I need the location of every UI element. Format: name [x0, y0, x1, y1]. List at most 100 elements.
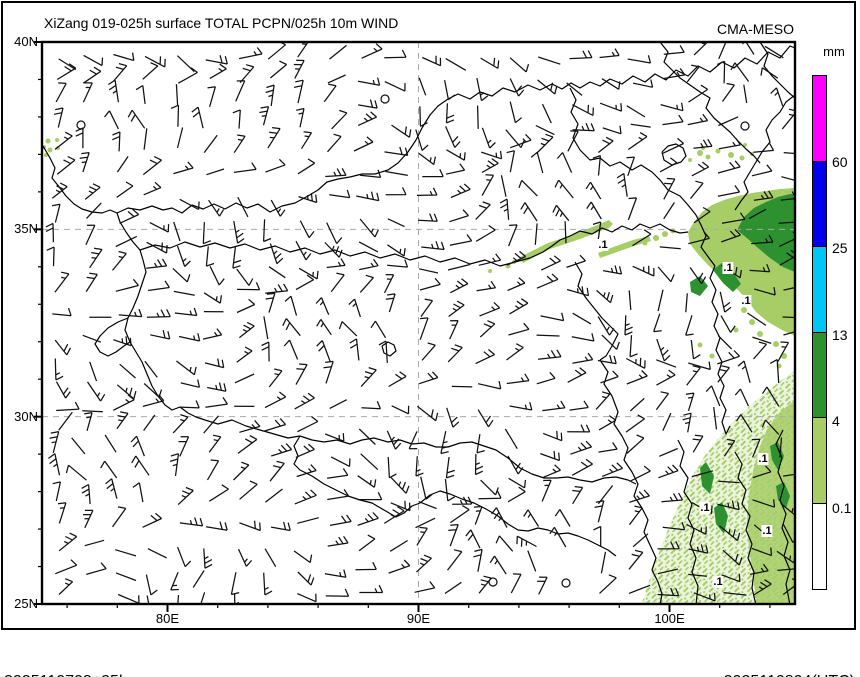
wind-barb — [535, 124, 555, 136]
wind-barb — [569, 50, 593, 60]
wind-barb — [358, 99, 378, 109]
wind-barb — [239, 419, 261, 433]
wind-barb — [237, 196, 249, 218]
wind-barb — [54, 271, 70, 293]
wind-barb — [206, 168, 225, 176]
contour-value-label: .1 — [761, 525, 773, 537]
wind-barb — [627, 197, 638, 221]
wind-barb — [598, 415, 617, 431]
wind-barb — [721, 573, 741, 583]
wind-barb — [236, 346, 253, 363]
wind-barb — [149, 222, 170, 233]
wind-barb — [316, 319, 332, 336]
map-clipped-content — [42, 42, 795, 604]
wind-barb — [527, 550, 537, 572]
wind-barb — [600, 370, 619, 384]
wind-barb — [572, 352, 594, 364]
wind-barb — [509, 298, 529, 315]
wind-barb — [450, 183, 471, 199]
wind-barb — [329, 514, 352, 527]
wind-barb — [296, 464, 317, 478]
precip-speck — [733, 327, 739, 333]
wind-barb — [329, 189, 351, 199]
wind-barb — [391, 124, 412, 138]
wind-barb — [657, 587, 680, 597]
precip-speck — [55, 138, 59, 142]
wind-barb — [267, 126, 281, 149]
wind-barb — [542, 430, 563, 442]
wind-barb — [752, 499, 776, 508]
map-border-line — [709, 265, 731, 435]
wind-barb — [721, 212, 746, 224]
wind-barb — [659, 447, 678, 457]
wind-barb — [747, 312, 767, 326]
wind-barb — [507, 486, 526, 503]
wind-barb — [717, 60, 726, 84]
colorbar-segment — [812, 160, 827, 248]
wind-barb — [82, 410, 103, 413]
wind-barb — [370, 320, 387, 339]
wind-barb — [104, 110, 119, 130]
wind-barb — [53, 107, 64, 128]
wind-barb — [353, 136, 374, 152]
wind-barb — [567, 367, 587, 383]
wind-barb — [297, 517, 319, 524]
wind-barb — [357, 77, 381, 86]
map-border-line — [599, 359, 663, 604]
wind-barb — [508, 224, 518, 247]
wind-barb — [356, 191, 380, 202]
wind-barb — [566, 82, 583, 96]
wind-barb — [657, 568, 679, 575]
wind-barb — [56, 155, 76, 175]
wind-barb — [719, 525, 741, 542]
wind-barb — [761, 386, 780, 407]
colorbar-segment — [812, 502, 827, 590]
wind-barb — [388, 559, 411, 574]
wind-barb — [203, 415, 219, 434]
wind-barb — [418, 213, 438, 222]
wind-barb — [387, 259, 409, 268]
wind-barb — [662, 137, 685, 154]
wind-barb — [693, 206, 711, 224]
wind-barb — [481, 174, 495, 196]
wind-barb — [325, 168, 347, 178]
wind-barb — [82, 334, 102, 343]
wind-barb — [537, 79, 558, 95]
wind-barb — [324, 242, 343, 258]
wind-barb — [749, 263, 771, 273]
wind-barb — [777, 568, 795, 572]
wind-barb — [662, 68, 686, 80]
wind-barb — [237, 282, 261, 291]
wind-barb — [179, 198, 200, 211]
wind-barb — [180, 379, 201, 388]
wind-barb — [569, 400, 589, 411]
wind-barb — [419, 106, 428, 127]
precip-region — [700, 462, 714, 494]
wind-barb — [179, 400, 200, 409]
wind-barb — [112, 131, 121, 152]
lat-tick-label: 35N — [14, 221, 38, 237]
wind-barb — [721, 82, 735, 102]
map-border-line — [759, 42, 795, 99]
wind-barb — [595, 391, 611, 410]
precip-region — [714, 502, 728, 534]
wind-barb — [112, 250, 127, 271]
wind-barb — [421, 342, 436, 361]
wind-barb — [509, 101, 522, 124]
wind-barb — [283, 339, 299, 360]
wind-barb — [655, 391, 669, 410]
wind-barb — [298, 267, 319, 280]
wind-barb — [113, 394, 135, 411]
wind-barb — [269, 460, 285, 482]
colorbar-threshold-label: 13 — [832, 326, 848, 343]
wind-barb — [169, 453, 180, 476]
colorbar — [812, 75, 827, 594]
wind-barb — [270, 521, 291, 532]
wind-barb — [65, 464, 87, 481]
wind-barb — [536, 334, 560, 337]
wind-barb — [135, 84, 146, 104]
wind-barb — [385, 187, 407, 196]
wind-barb — [421, 241, 445, 251]
wind-barb — [628, 584, 651, 594]
